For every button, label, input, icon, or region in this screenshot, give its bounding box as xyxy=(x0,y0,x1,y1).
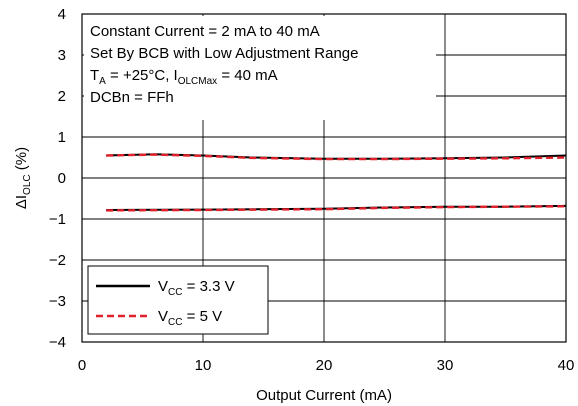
series-1-curve-1 xyxy=(106,205,567,212)
annotation-line: DCBn = FFh xyxy=(90,89,174,106)
y-tick-label: −4 xyxy=(49,334,66,351)
annotation-line: Constant Current = 2 mA to 40 mA xyxy=(90,23,320,40)
annotation-text: Constant Current = 2 mA to 40 mA Set By B… xyxy=(90,23,358,106)
y-tick-label: 4 xyxy=(58,6,66,23)
plot-frame xyxy=(81,13,567,343)
x-tick-label: 30 xyxy=(437,357,454,374)
y-axis-label: ΔIOLC (%) xyxy=(13,147,33,209)
legend: VCC = 3.3 V VCC = 5 V xyxy=(87,265,269,335)
y-tick-label: −2 xyxy=(49,252,66,269)
y-tick-label: 3 xyxy=(58,47,66,64)
annotation-line: Set By BCB with Low Adjustment Range xyxy=(90,45,358,62)
annotation-box xyxy=(84,16,436,120)
series-layer xyxy=(106,153,567,212)
y-tick-label: 2 xyxy=(58,88,66,105)
x-tick-label: 0 xyxy=(78,357,86,374)
x-tick-label: 20 xyxy=(316,357,333,374)
x-tick-label: 40 xyxy=(558,357,575,374)
y-tick-label: 0 xyxy=(58,170,66,187)
y-tick-label: 1 xyxy=(58,129,66,146)
x-tick-label: 10 xyxy=(195,357,212,374)
x-axis-label: Output Current (mA) xyxy=(256,387,392,404)
y-tick-label: −1 xyxy=(49,211,66,228)
y-tick-label: −3 xyxy=(49,293,66,310)
plot-border xyxy=(81,13,567,343)
annotation-box-bg xyxy=(84,16,436,120)
legend-label-1: VCC = 5 V xyxy=(158,308,222,328)
legend-box xyxy=(87,265,269,335)
legend-label-0: VCC = 3.3 V xyxy=(158,278,235,298)
series-1-curve-0 xyxy=(106,153,567,161)
annotation-line: TA = +25°C, IOLCMax = 40 mA xyxy=(90,67,278,87)
